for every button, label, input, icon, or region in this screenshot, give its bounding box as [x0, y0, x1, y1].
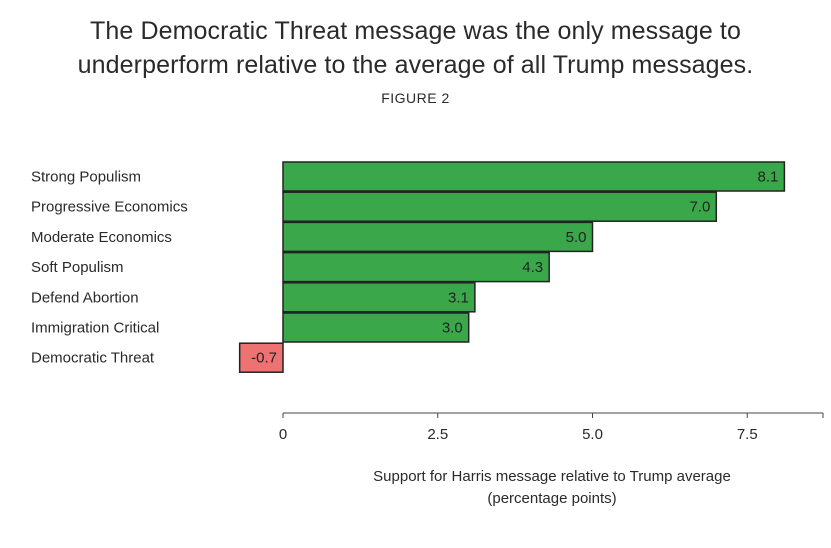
- value-label-progressive-economics: 7.0: [689, 199, 710, 216]
- value-label-democratic-threat: -0.7: [251, 350, 277, 367]
- value-label-defend-abortion: 3.1: [448, 289, 469, 306]
- x-tick-label-3: 7.5: [737, 426, 758, 443]
- bar-democratic-threat: [238, 342, 284, 373]
- category-labels: Strong Populism Progressive Economics Mode…: [31, 169, 188, 367]
- category-label-democratic-threat: Democratic Threat: [31, 350, 155, 367]
- category-label-defend-abortion: Defend Abortion: [31, 289, 139, 306]
- bar-strong-populism: [282, 161, 786, 192]
- bar-soft-populism: [282, 251, 550, 283]
- value-label-strong-populism: 8.1: [758, 169, 779, 186]
- x-tick-label-1: 2.5: [427, 426, 448, 443]
- chart-title-line-1: The Democratic Threat message was the on…: [90, 17, 741, 45]
- chart-subtitle: FIGURE 2: [381, 90, 450, 106]
- bar-defend-abortion: [282, 282, 476, 313]
- value-label-immigration-critical: 3.0: [442, 320, 463, 337]
- x-tick-label-2: 5.0: [582, 426, 603, 443]
- chart-title: The Democratic Threat message was the on…: [0, 14, 831, 82]
- bar-moderate-economics: [282, 221, 594, 253]
- chart-title-line-2: underperform relative to the average of …: [77, 51, 754, 79]
- x-axis-label-line-2: (percentage points): [487, 490, 617, 507]
- bars: [238, 161, 786, 373]
- category-label-progressive-economics: Progressive Economics: [31, 199, 188, 216]
- x-axis-label: Support for Harris message relative to T…: [232, 466, 831, 510]
- bar-progressive-economics: [282, 191, 718, 222]
- value-label-moderate-economics: 5.0: [566, 229, 587, 246]
- x-axis-label-line-1: Support for Harris message relative to T…: [373, 468, 731, 485]
- category-label-strong-populism: Strong Populism: [31, 169, 141, 186]
- category-label-moderate-economics: Moderate Economics: [31, 229, 172, 246]
- category-label-soft-populism: Soft Populism: [31, 259, 124, 276]
- category-label-immigration-critical: Immigration Critical: [31, 320, 159, 337]
- value-labels: 8.1 7.0 5.0 4.3 3.1 3.0 -0.7: [251, 169, 778, 367]
- bar-immigration-critical: [282, 312, 470, 343]
- value-label-soft-populism: 4.3: [522, 259, 543, 276]
- x-tick-label-0: 0: [279, 426, 287, 443]
- x-axis: 0 2.5 5.0 7.5: [279, 412, 824, 443]
